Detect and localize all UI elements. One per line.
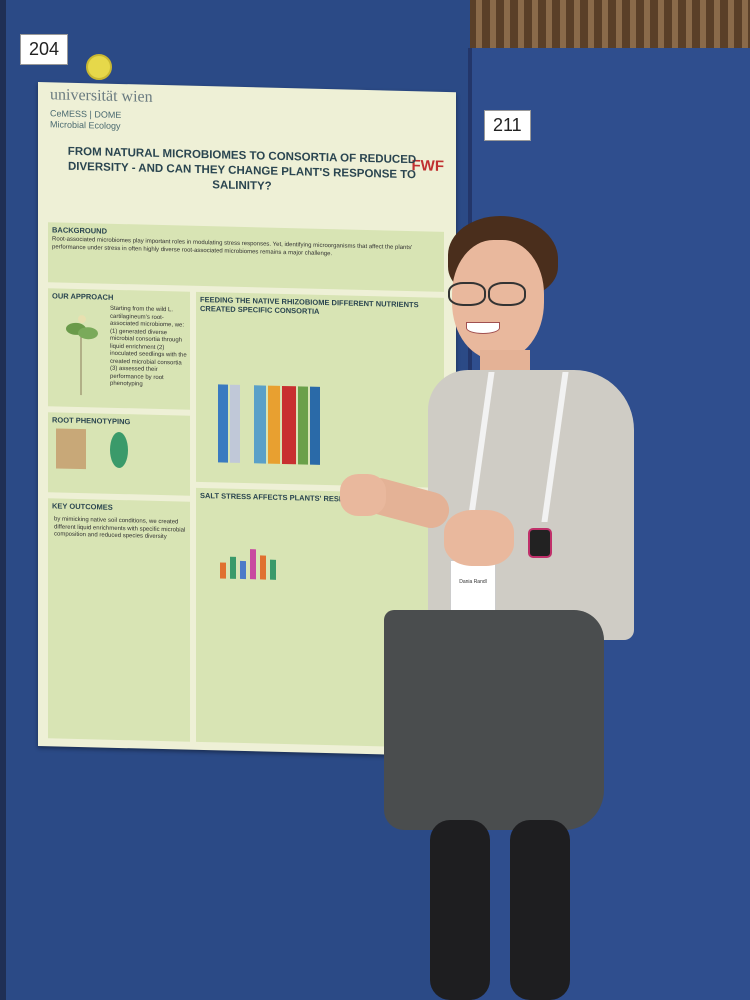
thumbs-up-right	[444, 510, 514, 566]
legs	[420, 820, 580, 1000]
plant-illustration	[66, 315, 98, 396]
university-logo: universität wien	[50, 86, 153, 106]
glasses	[444, 282, 534, 306]
background-heading: BACKGROUND	[52, 225, 107, 236]
board-number-tag-right: 211	[484, 110, 531, 141]
root-phenotyping-section: ROOT PHENOTYPING	[48, 412, 190, 496]
root-image	[56, 428, 86, 470]
root-scan-image	[110, 431, 128, 469]
grey-skirt	[384, 610, 604, 830]
approach-section: OUR APPROACH Starting from the wild L. c…	[48, 288, 190, 410]
root-heading: ROOT PHENOTYPING	[52, 415, 131, 427]
poster-title: FROM NATURAL MICROBIOMES TO CONSORTIA OF…	[67, 145, 417, 193]
department-sublabel: Microbial Ecology	[50, 119, 121, 132]
background-section: BACKGROUND Root-associated microbiomes p…	[48, 222, 444, 292]
feeding-section: FEEDING THE NATIVE RHIZOBIOME DIFFERENT …	[196, 291, 444, 488]
research-poster: universität wien CeMESS | DOME Microbial…	[38, 82, 456, 757]
name-badge: Dania Randl	[450, 560, 496, 618]
board-number-tag-left: 204	[20, 34, 69, 65]
key-heading: KEY OUTCOMES	[52, 501, 113, 512]
wristwatch	[528, 528, 552, 558]
smile	[466, 322, 500, 334]
approach-heading: OUR APPROACH	[52, 291, 114, 302]
key-outcomes-section: KEY OUTCOMES by mimicking native soil co…	[48, 498, 190, 742]
approach-text: Starting from the wild L. cartilagineum'…	[110, 305, 187, 388]
pushpin	[86, 54, 112, 80]
key-text: by mimicking native soil conditions, we …	[54, 516, 186, 541]
salt-bar-chart-1	[210, 518, 340, 581]
feeding-heading: FEEDING THE NATIVE RHIZOBIOME DIFFERENT …	[200, 294, 419, 316]
stacked-bar-chart	[204, 382, 354, 466]
department-label: CeMESS | DOME	[50, 108, 122, 121]
thumbs-up-left	[340, 474, 386, 516]
background-text: Root-associated microbiomes play importa…	[52, 236, 413, 257]
